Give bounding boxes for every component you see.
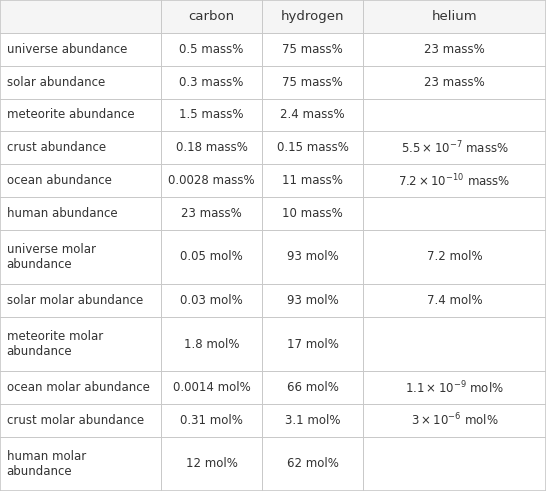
Text: 0.0014 mol%: 0.0014 mol% xyxy=(173,381,251,394)
Text: $3\times10^{-6}$ mol%: $3\times10^{-6}$ mol% xyxy=(411,412,498,429)
Text: $7.2\times10^{-10}$ mass%: $7.2\times10^{-10}$ mass% xyxy=(399,172,511,189)
Text: 62 mol%: 62 mol% xyxy=(287,458,339,470)
Text: ocean molar abundance: ocean molar abundance xyxy=(7,381,150,394)
Text: human abundance: human abundance xyxy=(7,207,117,220)
Text: 23 mass%: 23 mass% xyxy=(181,207,242,220)
Text: 66 mol%: 66 mol% xyxy=(287,381,339,394)
Text: 1.5 mass%: 1.5 mass% xyxy=(179,109,244,121)
Text: $5.5\times10^{-7}$ mass%: $5.5\times10^{-7}$ mass% xyxy=(401,139,508,156)
Text: crust abundance: crust abundance xyxy=(7,141,106,154)
Text: solar molar abundance: solar molar abundance xyxy=(7,294,143,307)
Text: 0.18 mass%: 0.18 mass% xyxy=(176,141,247,154)
Text: crust molar abundance: crust molar abundance xyxy=(7,414,144,427)
Text: 0.15 mass%: 0.15 mass% xyxy=(277,141,348,154)
Text: carbon: carbon xyxy=(188,10,235,23)
Text: 12 mol%: 12 mol% xyxy=(186,458,238,470)
Text: $1.1\times10^{-9}$ mol%: $1.1\times10^{-9}$ mol% xyxy=(405,379,504,396)
Text: human molar
abundance: human molar abundance xyxy=(7,450,86,478)
Text: 93 mol%: 93 mol% xyxy=(287,250,339,264)
Text: 1.8 mol%: 1.8 mol% xyxy=(184,337,239,351)
Text: 2.4 mass%: 2.4 mass% xyxy=(280,109,345,121)
Text: 7.4 mol%: 7.4 mol% xyxy=(427,294,482,307)
Text: 0.31 mol%: 0.31 mol% xyxy=(180,414,243,427)
Text: 10 mass%: 10 mass% xyxy=(282,207,343,220)
Text: 23 mass%: 23 mass% xyxy=(424,76,485,88)
Text: ocean abundance: ocean abundance xyxy=(7,174,111,187)
Text: 3.1 mol%: 3.1 mol% xyxy=(285,414,340,427)
Text: 11 mass%: 11 mass% xyxy=(282,174,343,187)
Text: 0.5 mass%: 0.5 mass% xyxy=(180,43,244,56)
Text: 93 mol%: 93 mol% xyxy=(287,294,339,307)
Text: 0.0028 mass%: 0.0028 mass% xyxy=(168,174,255,187)
Text: solar abundance: solar abundance xyxy=(7,76,105,88)
Text: 75 mass%: 75 mass% xyxy=(282,76,343,88)
Text: meteorite molar
abundance: meteorite molar abundance xyxy=(7,330,103,358)
Text: helium: helium xyxy=(432,10,477,23)
Text: 0.05 mol%: 0.05 mol% xyxy=(180,250,243,264)
Bar xyxy=(0,0,546,33)
Text: meteorite abundance: meteorite abundance xyxy=(7,109,134,121)
Text: universe abundance: universe abundance xyxy=(7,43,127,56)
Text: 7.2 mol%: 7.2 mol% xyxy=(427,250,482,264)
Text: 75 mass%: 75 mass% xyxy=(282,43,343,56)
Text: 23 mass%: 23 mass% xyxy=(424,43,485,56)
Text: hydrogen: hydrogen xyxy=(281,10,345,23)
Text: 0.3 mass%: 0.3 mass% xyxy=(180,76,244,88)
Text: universe molar
abundance: universe molar abundance xyxy=(7,243,96,271)
Text: 17 mol%: 17 mol% xyxy=(287,337,339,351)
Text: 0.03 mol%: 0.03 mol% xyxy=(180,294,243,307)
